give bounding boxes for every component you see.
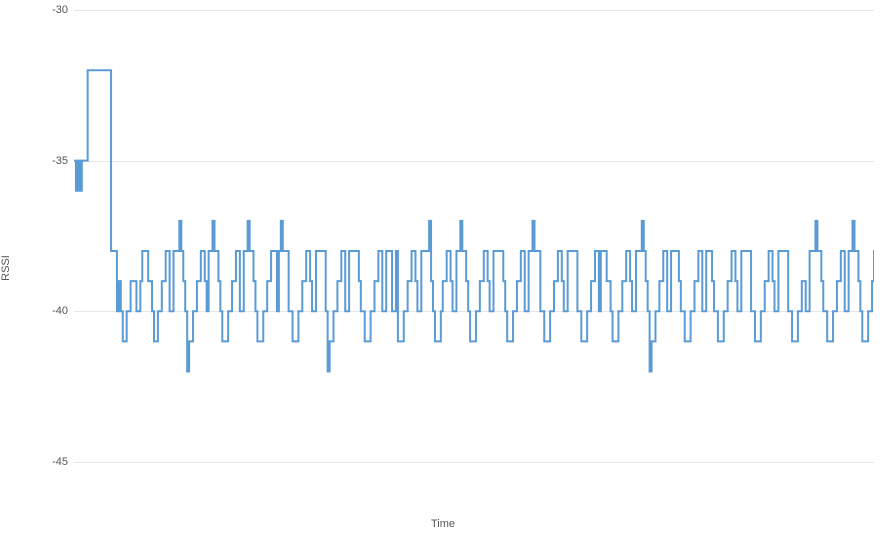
y-tick-label: -30 bbox=[44, 4, 68, 16]
rssi-chart: RSSI Time -30 -35 -40 -45 bbox=[0, 0, 886, 536]
plot-area bbox=[74, 10, 874, 492]
y-tick-label: -35 bbox=[44, 155, 68, 167]
y-tick-label: -40 bbox=[44, 305, 68, 317]
y-axis-label: RSSI bbox=[0, 255, 12, 281]
y-tick-label: -45 bbox=[44, 456, 68, 468]
x-axis-label: Time bbox=[431, 518, 455, 530]
rssi-line-series bbox=[74, 10, 874, 492]
rssi-line-path bbox=[74, 70, 874, 401]
